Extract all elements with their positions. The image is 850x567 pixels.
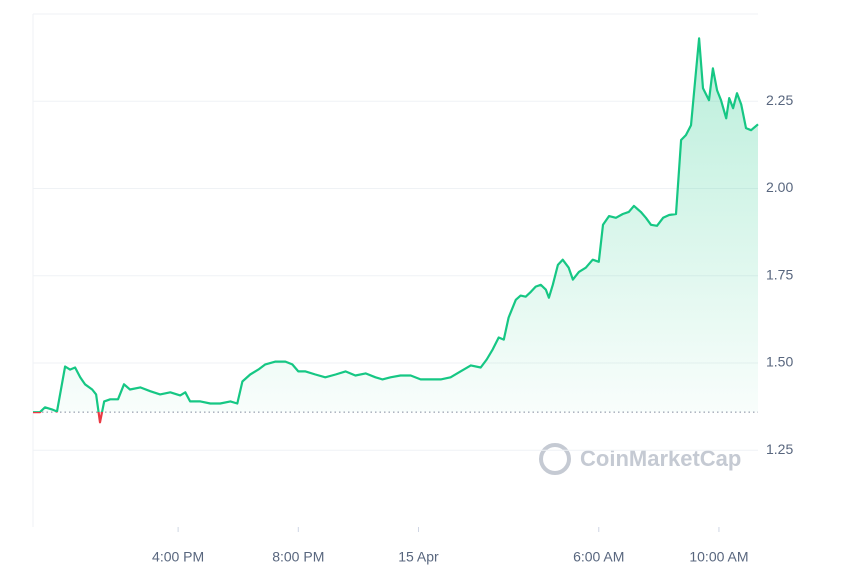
y-tick-label: 2.25 — [766, 92, 793, 108]
price-area — [33, 38, 758, 423]
watermark-logo — [539, 443, 571, 475]
x-tick-label: 8:00 PM — [272, 549, 324, 565]
y-tick-label: 2.00 — [766, 179, 793, 195]
watermark: CoinMarketCap — [580, 446, 741, 471]
x-tick-label: 4:00 PM — [152, 549, 204, 565]
y-tick-label: 1.50 — [766, 354, 793, 370]
watermark-group: CoinMarketCap — [539, 443, 741, 475]
price-line — [33, 37, 759, 424]
y-tick-label: 1.75 — [766, 266, 793, 282]
x-tick-label: 10:00 AM — [689, 549, 748, 565]
x-tick-label: 15 Apr — [398, 549, 439, 565]
x-tick-label: 6:00 AM — [573, 549, 624, 565]
y-tick-label: 1.25 — [766, 441, 793, 457]
